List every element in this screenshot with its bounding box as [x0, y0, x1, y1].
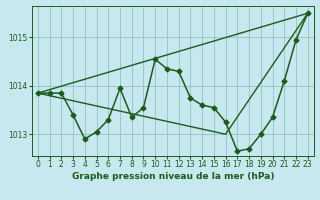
- X-axis label: Graphe pression niveau de la mer (hPa): Graphe pression niveau de la mer (hPa): [72, 172, 274, 181]
